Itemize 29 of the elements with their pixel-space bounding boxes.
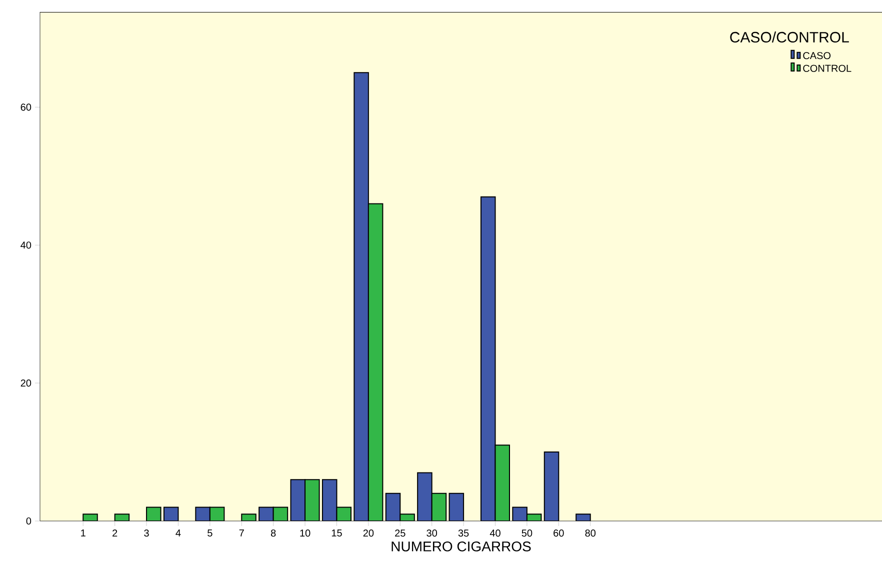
x-tick-label: 4	[176, 530, 181, 536]
x-tick-label: 35	[458, 530, 469, 537]
x-tick-label: 80	[585, 530, 596, 537]
bar	[354, 72, 369, 521]
x-tick-label: 20	[363, 530, 374, 537]
x-tick-label: 1	[81, 530, 86, 536]
x-tick-label: 5	[208, 530, 212, 537]
x-tick-label: 3	[144, 530, 149, 537]
x-tick-label: 7	[239, 530, 244, 536]
x-tick-label: 30	[426, 530, 438, 537]
x-tick-label: 60	[554, 530, 564, 537]
bar	[417, 472, 432, 521]
x-tick-label: 25	[395, 530, 406, 537]
y-tick-label: 20	[20, 380, 32, 387]
legend-label: CASO	[803, 52, 831, 60]
y-tick-label: 40	[20, 242, 32, 249]
bar	[544, 452, 560, 521]
legend-label: CONTROL	[803, 64, 852, 72]
y-tick-label: 0	[26, 517, 32, 525]
y-tick-label: 60	[20, 104, 32, 111]
x-tick-label: 50	[522, 530, 532, 537]
x-tick-label: 10	[300, 530, 310, 537]
x-tick-label: 40	[490, 530, 500, 537]
x-tick-label: 2	[112, 530, 118, 537]
bar	[480, 196, 496, 521]
legend-title: CASO/CONTROL	[730, 32, 849, 43]
x-axis-title: NUMERO CIGARROS	[392, 541, 531, 552]
x-tick-label: 15	[332, 530, 342, 537]
x-tick-label: 8	[270, 530, 276, 537]
